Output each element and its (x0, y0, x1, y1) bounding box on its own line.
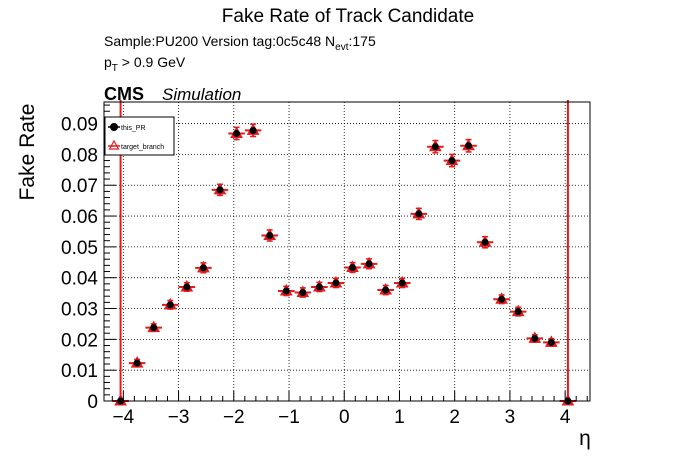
point-this-pr (332, 279, 340, 287)
plot-frame (103, 101, 591, 402)
point-this-pr (183, 283, 191, 291)
chart-title: Fake Rate of Track Candidate (221, 6, 475, 27)
ticks (104, 104, 588, 402)
cms-label: CMS (104, 84, 144, 104)
point-this-pr (249, 126, 257, 134)
legend-label-this-pr: this_PR (121, 125, 146, 132)
pt-subscript: T (111, 62, 118, 74)
y-tick-label: 0.03 (61, 300, 98, 321)
point-this-pr (547, 338, 555, 346)
point-this-pr (282, 287, 290, 295)
legend-label-target-branch: target_branch (121, 144, 164, 151)
y-tick-label: 0.01 (61, 361, 98, 382)
point-this-pr (465, 142, 472, 150)
sample-info: Sample:PU200 Version tag:0c5c48 Nevt:175 (104, 33, 376, 53)
x-tick-label: 0 (339, 407, 350, 428)
simulation-label: Simulation (162, 85, 242, 104)
legend-marker-this-pr (110, 123, 118, 131)
pt-cut: pT > 0.9 GeV (104, 54, 185, 74)
sample-text: Sample:PU200 Version tag:0c5c48 N (104, 33, 336, 49)
point-this-pr (299, 288, 307, 296)
point-this-pr (216, 186, 224, 194)
boundary-lines (119, 100, 569, 401)
pt-threshold: > 0.9 GeV (117, 54, 186, 70)
point-this-pr (382, 286, 390, 294)
series-layer (112, 123, 577, 406)
point-this-pr (266, 231, 274, 239)
y-tick-label: 0.07 (61, 176, 98, 197)
y-tick-label: 0.09 (61, 115, 98, 136)
x-tick-label: 3 (505, 407, 516, 428)
point-this-pr (349, 264, 357, 272)
y-axis-label: Fake Rate (16, 104, 39, 201)
point-this-pr (233, 129, 241, 137)
point-this-pr (415, 210, 423, 218)
y-tick-label: 0.02 (61, 330, 98, 351)
legend-marker-target-branch (108, 139, 120, 150)
point-this-pr (315, 283, 323, 291)
point-this-pr (166, 301, 174, 309)
y-tick-label: 0.04 (61, 269, 98, 290)
x-tick-label: −2 (223, 407, 245, 428)
legend: this_PR target_branch (104, 116, 175, 156)
x-tick-label: −3 (168, 407, 190, 428)
y-tick-label: 0.06 (61, 207, 98, 228)
point-this-pr (150, 324, 158, 332)
nevt-subscript: evt (335, 41, 349, 53)
point-this-pr (531, 334, 539, 342)
point-this-pr (199, 264, 207, 272)
y-tick-label: 0.08 (61, 145, 98, 166)
nevt-value: :175 (348, 33, 376, 49)
point-this-pr (431, 143, 439, 151)
x-tick-label: 2 (449, 407, 460, 428)
pt-symbol: p (104, 54, 112, 70)
point-this-pr (398, 279, 406, 287)
x-tick-label: 4 (560, 407, 571, 428)
point-this-pr (133, 359, 141, 367)
x-tick-label: −4 (112, 407, 134, 428)
point-this-pr (481, 238, 489, 246)
point-this-pr (514, 308, 522, 316)
tick-labels: −4 −3 −2 −1 0 1 2 3 4 0 0.01 0.02 0.03 0.04 0.05 0.06 0.… (61, 115, 571, 428)
grid (104, 102, 590, 402)
point-this-pr (448, 157, 456, 165)
y-tick-label: 0 (87, 392, 98, 413)
point-this-pr (365, 260, 373, 268)
y-tick-label: 0.05 (61, 238, 98, 259)
x-tick-label: −1 (278, 407, 300, 428)
x-tick-label: 1 (394, 407, 405, 428)
point-this-pr (498, 295, 506, 303)
x-axis-label: η (579, 427, 591, 450)
